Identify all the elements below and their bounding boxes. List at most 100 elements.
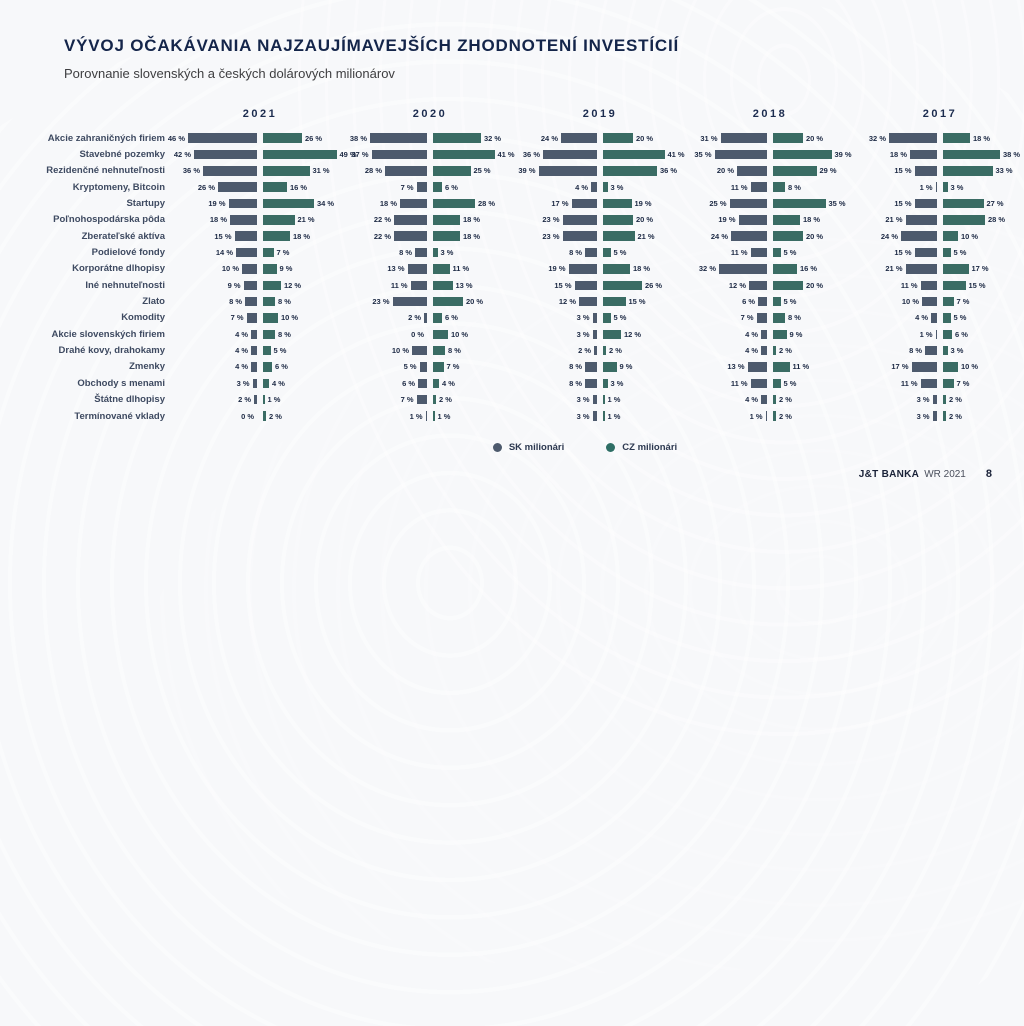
year-header-2021: 2021 [242,108,278,120]
table-row: Obchody s menami 3 % 4 % 6 % 4 % 8 % 3 % 11 % 5 … [30,375,1024,391]
cz-half: 15 % [600,296,685,307]
sk-bar [750,182,767,192]
year-group-2020: 28 % 25 % [345,166,515,176]
sk-bar [750,378,767,389]
sk-half: 3 % [515,313,600,323]
footer-report-label: WR 2021 [924,469,966,480]
cz-bar [773,329,787,340]
cz-half: 18 % [940,133,1024,143]
cz-bar [773,166,817,176]
sk-bar [750,247,767,258]
cz-value-label: 5 % [953,248,967,258]
sk-half: 11 % [685,182,770,192]
cz-bar [263,182,287,192]
year-group-2021: 36 % 31 % [175,166,345,176]
sk-value-label: 3 % [236,378,250,388]
sk-bar [889,133,937,143]
sk-half: 11 % [855,280,940,291]
cz-value-label: 16 % [290,182,308,192]
sk-value-label: 15 % [214,231,232,241]
sk-value-label: 1 % [749,411,763,421]
year-group-2017: 3 % 2 % [855,394,1024,405]
cz-value-label: 13 % [455,280,473,290]
cz-bar [943,264,969,274]
sk-value-label: 19 % [548,264,566,274]
cz-value-label: 38 % [1003,150,1021,160]
cz-bar [773,411,776,421]
sk-bar [731,231,767,241]
sk-bar [416,394,427,405]
table-row: Zmenky 4 % 6 % 5 % 7 % 8 % 9 % 13 % 11 % 17 % 10 % [30,359,1024,375]
sk-value-label: 11 % [900,280,918,290]
year-group-2020: 5 % 7 % [345,362,515,372]
year-group-2019: 8 % 9 % [515,362,685,372]
cz-bar [263,411,266,421]
sk-bar [737,166,767,176]
cz-half: 9 % [770,329,855,340]
cz-bar [603,247,611,258]
sk-value-label: 11 % [730,182,748,192]
cz-value-label: 41 % [497,150,515,160]
sk-value-label: 3 % [576,329,590,339]
cz-value-label: 2 % [949,395,962,405]
sk-value-label: 37 % [351,150,369,160]
year-group-2018: 4 % 2 % [685,345,855,356]
cz-value-label: 5 % [613,248,627,258]
cz-half: 7 % [940,296,1024,307]
sk-half: 11 % [855,378,940,389]
year-headers: 2021 2020 2019 2018 2017 [175,108,1024,128]
sk-half: 7 % [175,313,260,323]
sk-value-label: 4 % [745,346,758,356]
cz-bar [943,296,954,307]
sk-bar [579,296,597,307]
cz-value-label: 11 % [792,362,810,372]
year-group-2019: 3 % 12 % [515,329,685,340]
sk-value-label: 11 % [730,378,748,388]
sk-half: 2 % [345,313,430,323]
sk-bar [914,166,937,176]
cz-value-label: 2 % [779,395,792,405]
year-group-2019: 36 % 41 % [515,149,685,160]
sk-half: 19 % [515,264,600,274]
year-group-2020: 22 % 18 % [345,231,515,241]
year-group-2020: 11 % 13 % [345,280,515,291]
year-group-2017: 21 % 28 % [855,215,1024,225]
sk-bar [228,198,257,209]
sk-bar [543,149,597,160]
table-row: Startupy 19 % 34 % 18 % 28 % 17 % 19 % 25 % 35 %… [30,195,1024,211]
sk-value-label: 3 % [576,411,590,421]
sk-value-label: 4 % [575,182,588,192]
sk-half: 37 % [345,149,430,160]
cz-half: 16 % [260,182,345,192]
sk-bar [922,296,937,307]
cz-value-label: 9 % [279,264,293,274]
cz-half: 16 % [770,264,855,274]
year-group-2020: 22 % 18 % [345,215,515,225]
sk-value-label: 17 % [551,199,569,209]
year-group-2019: 23 % 20 % [515,215,685,225]
cz-value-label: 5 % [783,378,797,388]
cz-bar [943,345,948,356]
sk-half: 5 % [345,362,430,372]
sk-value-label: 8 % [569,362,582,372]
sk-value-label: 3 % [916,411,930,421]
table-row: Korporátne dlhopisy 10 % 9 % 13 % 11 % 19 % 18… [30,261,1024,277]
cz-half: 26 % [600,280,685,291]
sk-bar [568,264,597,274]
sk-half: 4 % [175,345,260,356]
sk-bar [419,362,427,372]
year-group-2017: 24 % 10 % [855,231,1024,241]
legend-label: CZ milionári [622,442,678,453]
cz-bar [603,198,632,209]
sk-half: 26 % [175,182,260,192]
year-group-2018: 20 % 29 % [685,166,855,176]
cz-value-label: 1 % [607,395,621,405]
cz-bar [603,378,608,389]
sk-value-label: 6 % [402,378,415,388]
sk-value-label: 17 % [891,362,909,372]
sk-half: 11 % [345,280,430,291]
cz-half: 11 % [770,362,855,372]
sk-half: 12 % [515,296,600,307]
sk-value-label: 5 % [403,362,417,372]
sk-half: 8 % [515,378,600,389]
